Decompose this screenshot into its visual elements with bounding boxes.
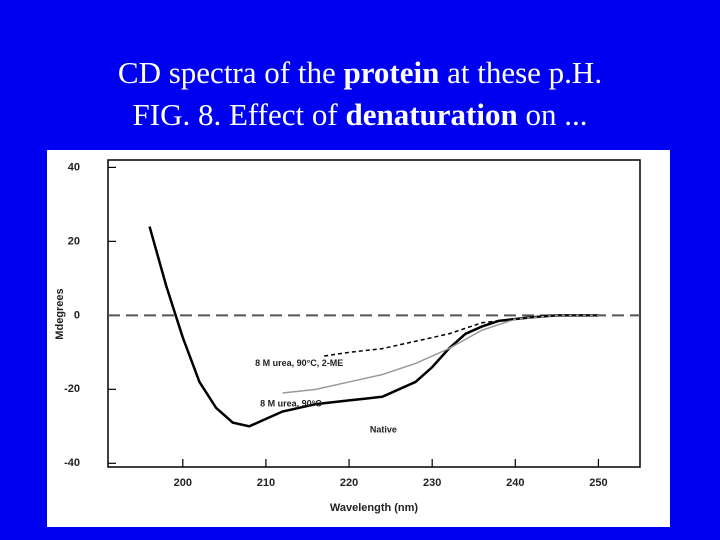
title-bold-text: denaturation [345,97,518,132]
series-label: Native [370,424,397,434]
x-tick-label: 230 [423,477,441,489]
x-tick-label: 250 [589,477,607,489]
x-tick-label: 210 [257,477,275,489]
slide-title: CD spectra of the protein at these p.H. F… [0,52,720,136]
y-tick-label: 40 [68,161,80,173]
y-tick-label: -40 [64,457,80,469]
title-text: on ... [517,97,588,132]
x-tick-label: 240 [506,477,524,489]
series-label: 8 M urea, 90°C, 2-ME [255,358,343,368]
title-text: FIG. 8. Effect of [132,97,346,132]
y-axis-label: Mdegrees [54,288,66,339]
y-tick-label: -20 [64,383,80,395]
data-line [324,314,599,357]
y-tick-label: 0 [74,309,80,321]
x-axis-label: Wavelength (nm) [330,502,419,514]
title-text: CD spectra of the [117,55,344,90]
title-line: FIG. 8. Effect of denaturation on ... [0,94,720,136]
title-text: at these p.H. [439,55,603,90]
chart-background [47,150,670,527]
title-bold-text: protein [343,55,440,90]
x-tick-label: 200 [174,477,192,489]
y-tick-label: 20 [68,235,80,247]
x-tick-label: 220 [340,477,358,489]
series-label: 8 M urea, 90°C [260,398,322,408]
title-line: CD spectra of the protein at these p.H. [0,52,720,94]
plot-frame [107,159,641,468]
data-line [282,314,599,394]
